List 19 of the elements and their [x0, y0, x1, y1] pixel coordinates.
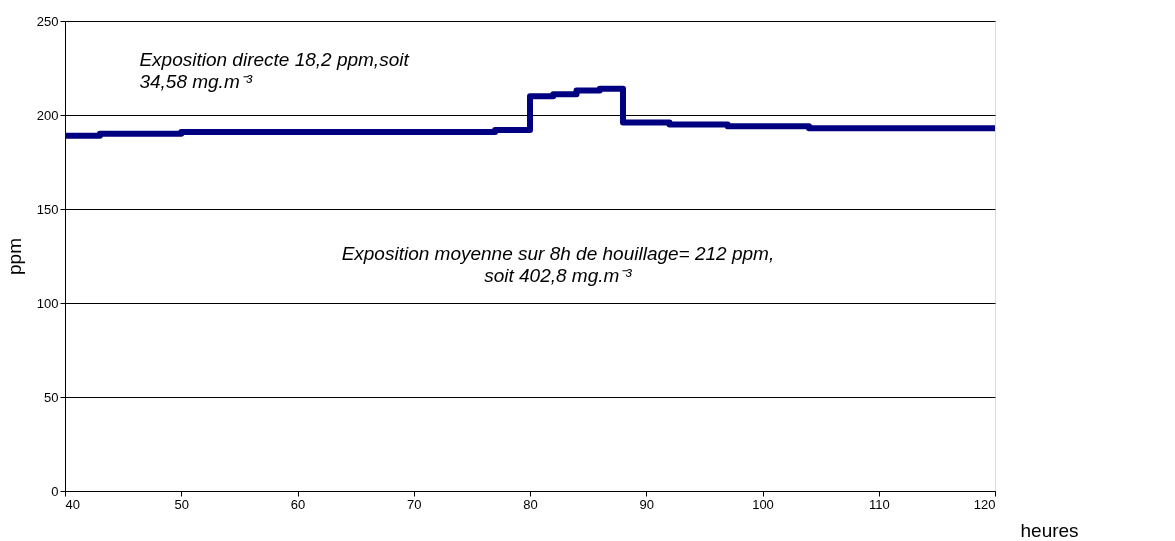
y-tick-label: 100 — [36, 295, 59, 311]
y-tick-label: 150 — [36, 201, 59, 217]
y-tick-label: 50 — [44, 389, 59, 405]
annotation: Exposition directe 18,2 ppm,soit 34,58 mg.m⁻³ — [139, 49, 410, 93]
x-tick-label: 60 — [290, 496, 306, 512]
y-tick-label: 250 — [36, 13, 59, 29]
x-axis-title: heures — [1020, 519, 1079, 541]
y-tick-label: 0 — [51, 483, 59, 499]
y-axis-title: ppm — [3, 238, 25, 275]
x-tick-label: 80 — [523, 496, 538, 512]
x-tick-label: 120 — [973, 496, 996, 512]
x-tick-label: 70 — [407, 496, 422, 512]
y-tick-label: 200 — [36, 107, 59, 123]
x-tick-label: 50 — [174, 496, 189, 512]
x-tick-label: 110 — [868, 496, 890, 512]
x-tick-label: 100 — [752, 496, 774, 512]
annotation: Exposition moyenne sur 8h de houillage= 212 ppm, soit 402,8 mg.m⁻³ — [341, 242, 775, 286]
x-tick-label: 40 — [65, 496, 80, 512]
x-tick-label: 90 — [639, 496, 654, 512]
